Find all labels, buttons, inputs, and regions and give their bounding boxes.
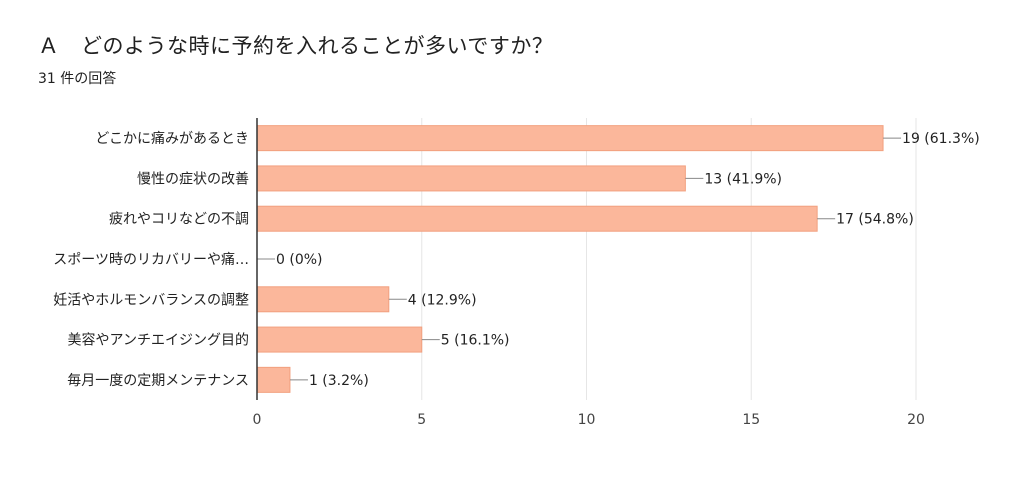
category-label: 美容やアンチエイジング目的 [68, 332, 249, 349]
bar[interactable] [256, 326, 423, 353]
x-tick-label: 20 [907, 412, 925, 428]
x-tick-label: 15 [742, 412, 760, 428]
data-label: 19 (61.3%) [902, 131, 980, 147]
data-label: 17 (54.8%) [836, 212, 914, 228]
x-tick-label: 0 [253, 412, 262, 428]
data-label: 4 (12.9%) [408, 292, 477, 308]
bar[interactable] [256, 286, 390, 313]
x-tick-label: 10 [578, 412, 596, 428]
labels: どこかに痛みがあるとき 19 (61.3%) 慢性の症状の改善 13 (41.9%) 疲… [53, 130, 979, 389]
category-label: スポーツ時のリカバリーや痛… [53, 251, 249, 268]
data-label: 5 (16.1%) [441, 333, 510, 349]
category-label: 妊活やホルモンバランスの調整 [53, 292, 249, 308]
bar[interactable] [256, 366, 291, 393]
bar[interactable] [256, 125, 884, 152]
category-label: 疲れやコリなどの不調 [109, 211, 249, 228]
response-count: 31 件の回答 [38, 71, 117, 87]
bar[interactable] [256, 205, 818, 232]
category-label: 慢性の症状の改善 [137, 170, 249, 187]
category-label: どこかに痛みがあるとき [95, 130, 249, 147]
gridlines [421, 118, 917, 400]
data-label: 1 (3.2%) [309, 373, 369, 389]
bars [256, 125, 884, 393]
category-label: 毎月一度の定期メンテナンス [67, 373, 249, 389]
bar[interactable] [256, 165, 686, 192]
axis: 0 5 10 15 20 [253, 118, 925, 428]
x-tick-label: 5 [417, 412, 426, 428]
data-label: 0 (0%) [276, 252, 323, 268]
data-label: 13 (41.9%) [704, 171, 782, 187]
chart-title: Ａ どのような時に予約を入れることが多いですか？ [38, 34, 554, 58]
